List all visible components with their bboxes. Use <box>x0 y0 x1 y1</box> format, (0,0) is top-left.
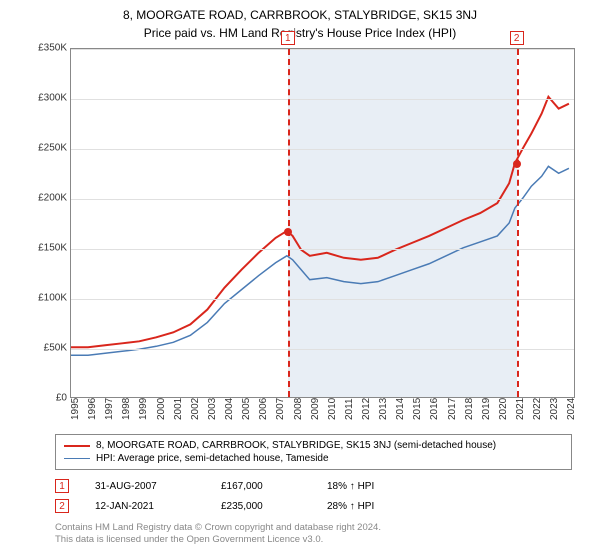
plot-area: 12 <box>70 48 575 398</box>
sale-row-marker: 1 <box>55 479 69 493</box>
sale-date: 31-AUG-2007 <box>95 481 195 492</box>
y-tick-label: £200K <box>25 193 67 204</box>
legend: 8, MOORGATE ROAD, CARRBROOK, STALYBRIDGE… <box>55 434 572 470</box>
y-tick-label: £350K <box>25 43 67 54</box>
sale-row: 2 12-JAN-2021 £235,000 28% ↑ HPI <box>55 496 600 516</box>
line-series <box>71 49 574 397</box>
sales-table: 1 31-AUG-2007 £167,000 18% ↑ HPI 2 12-JAN-202… <box>55 476 600 516</box>
sale-vline <box>517 49 519 397</box>
footnote-line1: Contains HM Land Registry data © Crown c… <box>55 522 600 534</box>
series-line <box>71 97 569 348</box>
chart-container: 8, MOORGATE ROAD, CARRBROOK, STALYBRIDGE… <box>0 0 600 560</box>
footnote: Contains HM Land Registry data © Crown c… <box>55 522 600 547</box>
legend-row: HPI: Average price, semi-detached house,… <box>64 452 563 465</box>
sale-dot <box>284 228 292 236</box>
sale-delta: 18% ↑ HPI <box>327 481 374 492</box>
sale-price: £167,000 <box>221 481 301 492</box>
sale-row: 1 31-AUG-2007 £167,000 18% ↑ HPI <box>55 476 600 496</box>
sale-marker: 1 <box>281 31 295 45</box>
sale-delta: 28% ↑ HPI <box>327 501 374 512</box>
legend-row: 8, MOORGATE ROAD, CARRBROOK, STALYBRIDGE… <box>64 439 563 452</box>
legend-label: HPI: Average price, semi-detached house,… <box>96 453 329 464</box>
y-tick-label: £0 <box>25 393 67 404</box>
legend-label: 8, MOORGATE ROAD, CARRBROOK, STALYBRIDGE… <box>96 440 496 451</box>
y-tick-label: £300K <box>25 93 67 104</box>
series-line <box>71 166 569 355</box>
y-tick-label: £50K <box>25 343 67 354</box>
chart-area: £0£50K£100K£150K£200K£250K£300K£350K 12 … <box>25 48 585 428</box>
sale-price: £235,000 <box>221 501 301 512</box>
sale-dot <box>513 160 521 168</box>
y-tick-label: £100K <box>25 293 67 304</box>
sale-row-marker: 2 <box>55 499 69 513</box>
y-tick-label: £250K <box>25 143 67 154</box>
legend-swatch <box>64 458 90 459</box>
sale-date: 12-JAN-2021 <box>95 501 195 512</box>
sale-vline <box>288 49 290 397</box>
chart-title: 8, MOORGATE ROAD, CARRBROOK, STALYBRIDGE… <box>0 0 600 22</box>
sale-marker: 2 <box>510 31 524 45</box>
legend-swatch <box>64 445 90 447</box>
x-tick-label: 2024 <box>566 398 592 420</box>
y-tick-label: £150K <box>25 243 67 254</box>
footnote-line2: This data is licensed under the Open Gov… <box>55 534 600 546</box>
